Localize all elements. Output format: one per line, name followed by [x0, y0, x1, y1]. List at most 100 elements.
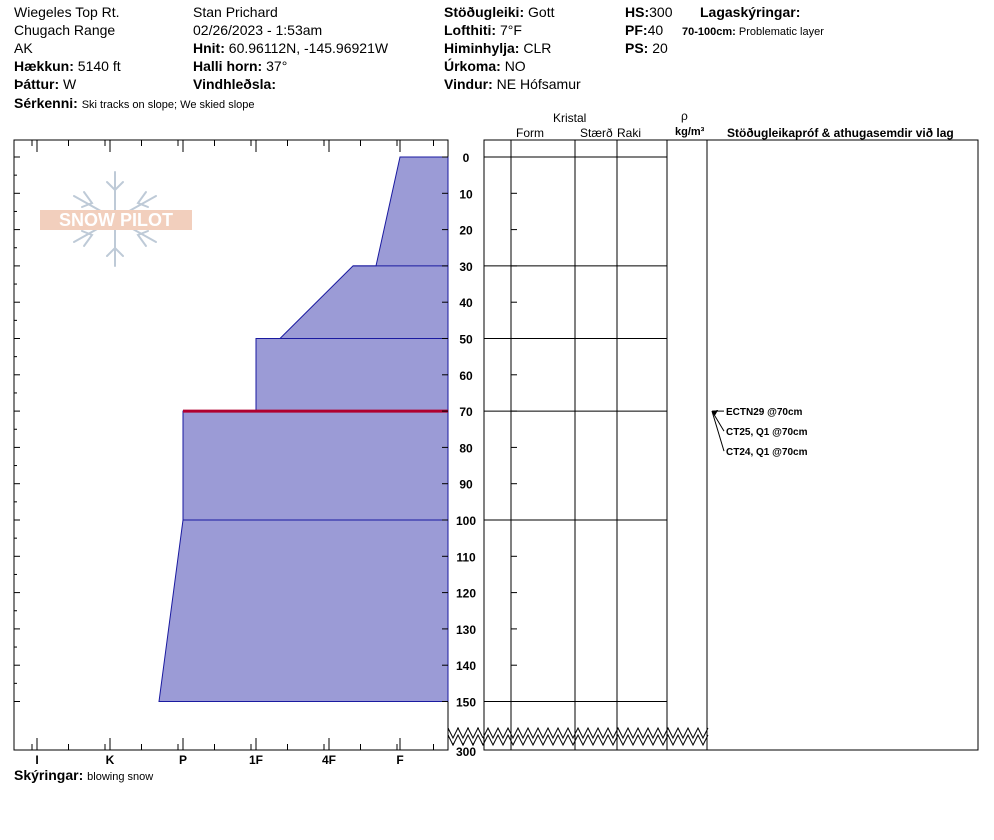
stability-label: Stöðugleiki:: [444, 4, 525, 20]
features-label: Sérkenni:: [14, 95, 78, 111]
aspect-label: Þáttur:: [14, 76, 60, 92]
crystal-header: Kristal: [553, 111, 587, 125]
depth-tick-label: 50: [459, 333, 473, 347]
hardness-tick-label: 1F: [249, 753, 263, 767]
ps: PS: 20: [625, 40, 668, 56]
wind-label: Vindur:: [444, 76, 493, 92]
stability-value: Gott: [528, 4, 555, 20]
location: Wiegeles Top Rt.: [14, 4, 120, 20]
moisture-header: Raki: [617, 126, 642, 140]
stability: Stöðugleiki: Gott: [444, 4, 554, 20]
state: AK: [14, 40, 33, 56]
size-header: Stærð: [580, 126, 613, 140]
density-unit-header: kg/m³: [675, 126, 705, 138]
form-header: Form: [516, 126, 544, 140]
coordinates: Hnit: 60.96112N, -145.96921W: [193, 40, 388, 56]
wind-loading-label: Vindhleðsla:: [193, 76, 276, 92]
stability-test-label: ECTN29 @70cm: [726, 407, 803, 418]
elevation: Hækkun: 5140 ft: [14, 58, 121, 74]
coords-value: 60.96112N, -145.96921W: [228, 40, 389, 56]
rho-header: ρ: [681, 109, 688, 123]
tests-header: Stöðugleikapróf & athugasemdir við lag: [727, 126, 954, 140]
slope-value: 37°: [266, 58, 288, 74]
notes-label: Skýringar:: [14, 767, 84, 783]
hardness-tick-label: K: [106, 753, 115, 767]
notes: Skýringar: blowing snow: [14, 767, 153, 785]
pf-value: 40: [647, 22, 664, 38]
depth-tick-label: 70: [459, 405, 473, 419]
precipitation: Úrkoma: NO: [444, 58, 526, 74]
stability-test-label: CT25, Q1 @70cm: [726, 427, 808, 438]
slope-label: Halli horn:: [193, 58, 263, 74]
depth-tick-label: 150: [456, 696, 476, 710]
depth-tick-label: 0: [463, 151, 470, 165]
layer-notes-range: 70-100cm:: [682, 26, 736, 38]
coords-label: Hnit:: [193, 40, 225, 56]
wind: Vindur: NE Hófsamur: [444, 76, 581, 92]
wind-loading: Vindhleðsla:: [193, 76, 276, 92]
pf: PF:40: [625, 22, 663, 38]
logo-text: SNOW PILOT: [59, 210, 173, 230]
depth-tick-label: 10: [459, 187, 473, 201]
axis-break-gap: [449, 729, 483, 743]
logo-band: [40, 210, 192, 230]
hardness-tick-label: I: [35, 753, 38, 767]
depth-tick-label: 130: [456, 623, 476, 637]
depth-tick-label: 40: [459, 296, 473, 310]
depth-tick-label: 60: [459, 369, 473, 383]
depth-tick-label: 30: [459, 260, 473, 274]
ps-value: 20: [652, 40, 668, 56]
pf-label: PF:: [625, 22, 648, 38]
sky-value: CLR: [523, 40, 552, 56]
hs: HS:300: [625, 4, 672, 20]
air-temp: Lofthiti: 7°F: [444, 22, 522, 38]
features: Sérkenni: Ski tracks on slope; We skied …: [14, 95, 255, 113]
slope-angle: Halli horn: 37°: [193, 58, 287, 74]
depth-tick-label: 110: [456, 550, 476, 564]
datetime: 02/26/2023 - 1:53am: [193, 22, 323, 38]
precip-label: Úrkoma:: [444, 58, 501, 74]
elevation-value: 5140 ft: [77, 58, 121, 74]
range: Chugach Range: [14, 22, 116, 38]
air-temp-label: Lofthiti:: [444, 22, 497, 38]
hardness-tick-label: 4F: [322, 753, 336, 767]
axis-break-zigzag-axis-lower: [447, 733, 484, 747]
hardness-profile-area: [158, 156, 449, 702]
depth-tick-label: 80: [459, 441, 473, 455]
hardness-tick-label: P: [179, 753, 187, 767]
layer-table-frame: [483, 139, 979, 751]
stability-test-arrowhead: [712, 410, 718, 416]
depth-tick-label: 140: [456, 659, 476, 673]
layer-notes-text: Problematic layer: [738, 26, 824, 38]
wind-value: NE Hófsamur: [496, 76, 581, 92]
depth-bottom-label: 300: [456, 745, 476, 759]
axis-break-zigzag-upper: [447, 726, 709, 740]
hs-value: 300: [649, 4, 673, 20]
sky: Himinhylja: CLR: [444, 40, 551, 56]
stability-test-label: CT24, Q1 @70cm: [726, 447, 808, 458]
depth-tick-label: 100: [456, 514, 476, 528]
stability-test-leader: [711, 410, 725, 432]
axis-break-zigzag-axis-upper: [447, 726, 484, 740]
depth-tick-label: 120: [456, 587, 476, 601]
depth-tick-label: 90: [459, 478, 473, 492]
elevation-label: Hækkun:: [14, 58, 74, 74]
observer: Stan Prichard: [193, 4, 278, 20]
air-temp-value: 7°F: [499, 22, 522, 38]
hardness-tick-label: F: [396, 753, 403, 767]
ps-label: PS:: [625, 40, 649, 56]
layer-notes-title: Lagaskýringar:: [700, 4, 801, 20]
depth-tick-label: 20: [459, 224, 473, 238]
notes-value: blowing snow: [87, 771, 154, 783]
precip-value: NO: [504, 58, 526, 74]
aspect-value: W: [63, 76, 77, 92]
stability-test-leader: [711, 410, 725, 452]
layer-notes-entry: 70-100cm: Problematic layer: [682, 24, 824, 40]
axis-break-zigzag-lower: [447, 733, 709, 747]
sky-label: Himinhylja:: [444, 40, 520, 56]
snowpilot-logo: SNOW PILOT: [40, 171, 192, 267]
features-value: Ski tracks on slope; We skied slope: [81, 99, 255, 111]
hs-label: HS:: [625, 4, 650, 20]
aspect: Þáttur: W: [14, 76, 76, 92]
